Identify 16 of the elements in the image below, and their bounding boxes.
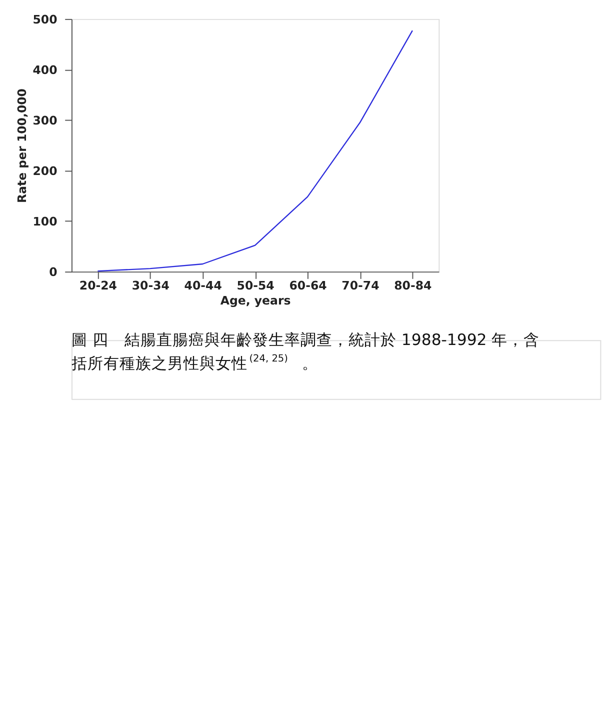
x-axis-title: Age, years: [220, 293, 291, 308]
x-tick-label: 40-44: [184, 278, 222, 293]
y-tick-label: 100: [32, 214, 58, 228]
y-tick-label: 500: [32, 12, 58, 26]
y-tick-label: 200: [32, 164, 58, 178]
y-tick-label: 400: [32, 62, 58, 77]
x-tick-label: 50-54: [236, 278, 274, 293]
x-tick-label: 70-74: [342, 278, 380, 293]
line-series: [97, 30, 414, 272]
y-tick-label: 0: [49, 264, 58, 279]
x-tick-label: 20-24: [79, 278, 117, 293]
y-axis-title: Rate per 100,000: [14, 88, 29, 203]
x-tick-label: 30-34: [132, 278, 170, 293]
x-tick-label: 80-84: [394, 278, 432, 293]
x-tick-label: 60-64: [289, 278, 327, 293]
y-tick-label: 300: [32, 113, 58, 128]
